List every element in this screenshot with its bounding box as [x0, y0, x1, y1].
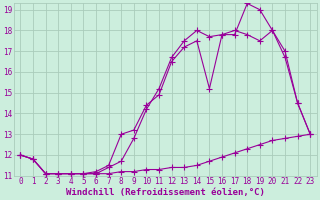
X-axis label: Windchill (Refroidissement éolien,°C): Windchill (Refroidissement éolien,°C) — [66, 188, 265, 197]
